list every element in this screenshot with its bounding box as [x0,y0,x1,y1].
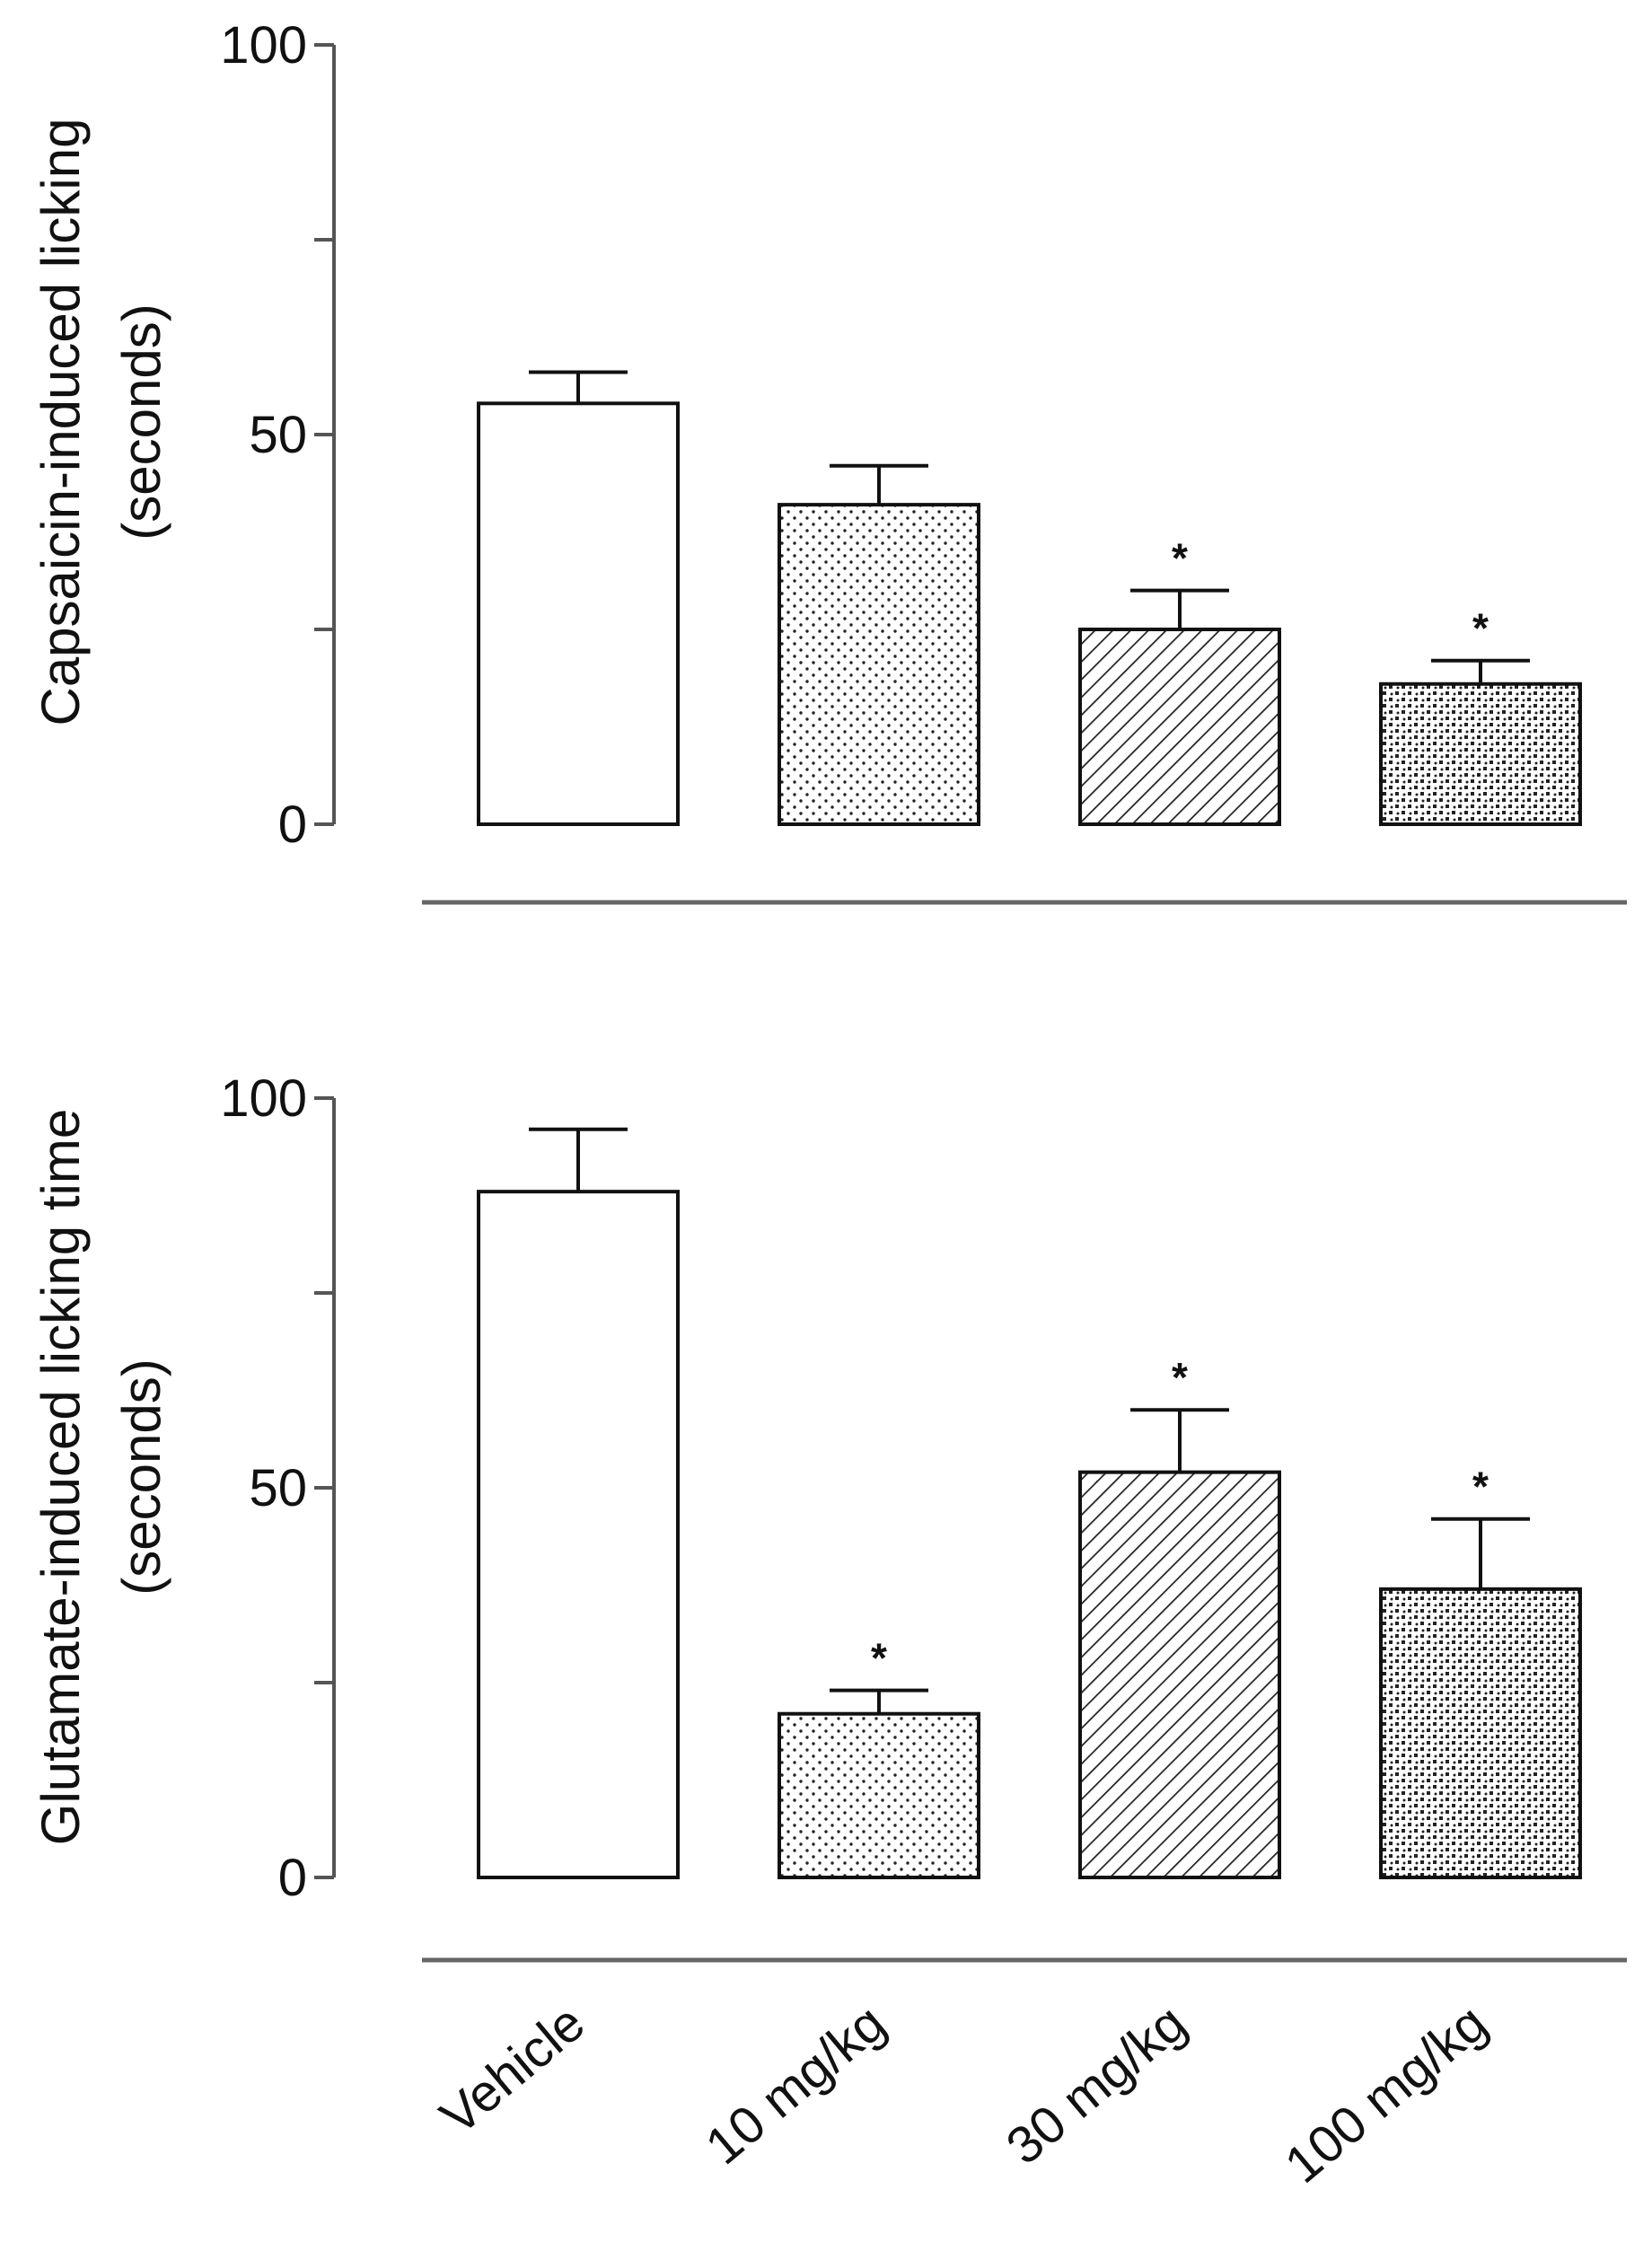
panel1-bar-100mg [1379,681,1582,827]
panel-capsaicin: 0 50 100 * * [220,16,1627,905]
panel1-bar-vehicle [477,401,680,826]
panel2-y-tick-label: 100 [220,1069,307,1128]
panel-glutamate: 0 50 100 * * * [220,1069,1627,1963]
panel2-significance-10mg: * [871,1635,887,1682]
panel2-bar-100mg [1379,1587,1582,1879]
panel2-significance-30mg: * [1172,1354,1188,1401]
panel2-y-tick-label: 50 [249,1459,307,1517]
panel1-y-tick-label: 0 [278,796,307,854]
panel1-y-tick-label: 100 [220,16,307,75]
panel1-ylabel-line2: (seconds) [111,303,171,540]
panel2-ylabel-line2: (seconds) [111,1358,171,1595]
panel1-y-tick-label: 50 [249,406,307,464]
panel1-ylabel-line1: Capsaicin-induced licking [31,118,91,725]
panel1-significance-100mg: * [1472,605,1489,652]
category-label-100mg: 100 mg/kg [1274,1993,1498,2194]
panel2-ylabel-line1: Glutamate-induced licking time [31,1109,91,1845]
category-label-vehicle: Vehicle [429,1993,595,2146]
panel2-bar-vehicle [477,1190,680,1880]
panel2-bar-30mg [1078,1470,1281,1879]
category-labels: Vehicle 10 mg/kg 30 mg/kg 100 mg/kg [429,1993,1498,2194]
panel2-bar-10mg [778,1711,980,1879]
panel1-bar-10mg [778,503,980,826]
panel2-y-tick-label: 0 [278,1849,307,1907]
category-label-10mg: 10 mg/kg [695,1993,897,2176]
panel2-significance-100mg: * [1472,1464,1489,1510]
panel1-significance-30mg: * [1172,535,1188,582]
category-label-30mg: 30 mg/kg [996,1993,1198,2176]
panel1-bar-30mg [1078,628,1281,826]
